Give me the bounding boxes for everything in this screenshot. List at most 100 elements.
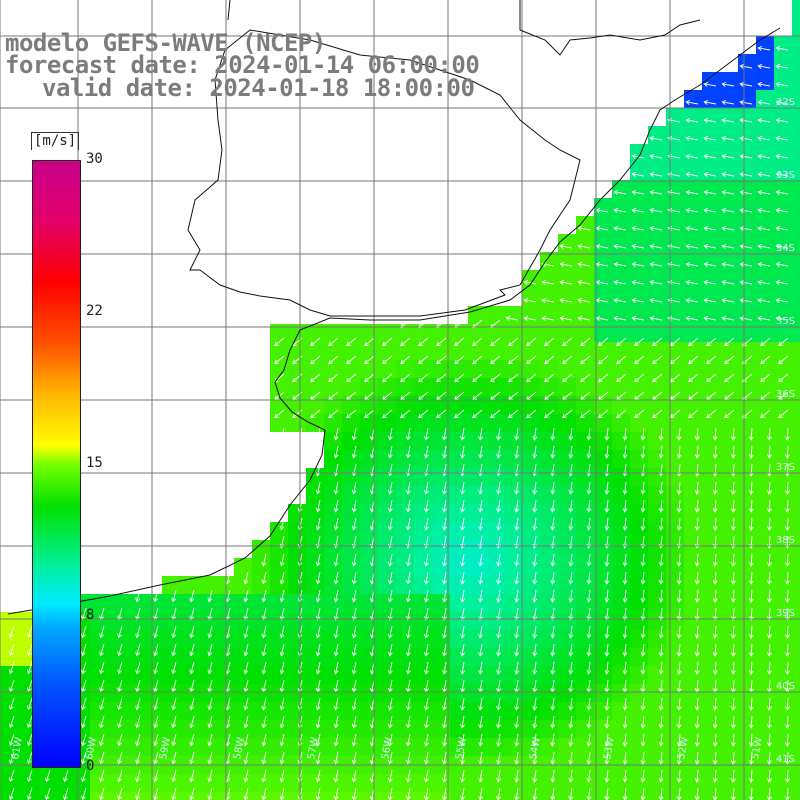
wind-arrow <box>153 751 159 765</box>
wind-cell <box>702 630 720 648</box>
wind-cell <box>702 270 720 288</box>
wind-cell <box>72 774 90 792</box>
wind-cell <box>486 540 504 558</box>
wind-cell <box>324 576 342 594</box>
wind-cell <box>612 774 630 792</box>
wind-cell <box>738 576 756 594</box>
wind-arrow <box>460 697 465 711</box>
wind-arrow <box>739 226 753 231</box>
wind-arrow <box>775 82 789 87</box>
wind-arrow <box>685 190 699 195</box>
wind-cell <box>252 666 270 684</box>
wind-cell <box>396 792 414 800</box>
wind-cell <box>630 450 648 468</box>
wind-arrow <box>694 553 700 567</box>
wind-cell <box>612 630 630 648</box>
wind-cell <box>738 612 756 630</box>
wind-cell <box>396 360 414 378</box>
wind-cell <box>720 792 738 800</box>
wind-cell <box>522 450 540 468</box>
wind-cell <box>468 738 486 756</box>
wind-arrow <box>586 517 592 531</box>
wind-cell <box>270 738 288 756</box>
wind-arrow <box>622 607 628 621</box>
wind-arrow <box>775 118 789 123</box>
wind-cell <box>522 378 540 396</box>
wind-cell <box>162 594 180 612</box>
wind-arrow <box>478 751 484 765</box>
wind-arrow <box>424 499 429 513</box>
wind-cell <box>792 486 800 504</box>
wind-cell <box>540 612 558 630</box>
wind-arrow <box>550 625 556 639</box>
wind-cell <box>558 252 576 270</box>
wind-cell <box>414 432 432 450</box>
wind-cell <box>450 360 468 378</box>
wind-cell <box>0 720 18 738</box>
wind-arrow <box>63 769 69 783</box>
wind-cell <box>774 198 792 216</box>
wind-cell <box>234 612 252 630</box>
wind-arrow <box>333 715 339 729</box>
wind-arrow <box>622 769 628 783</box>
wind-arrow <box>676 589 682 603</box>
wind-arrow <box>634 337 645 347</box>
wind-cell <box>378 648 396 666</box>
wind-arrow <box>712 427 718 441</box>
wind-cell <box>594 540 612 558</box>
wind-arrow <box>703 172 717 177</box>
wind-arrow <box>730 733 736 747</box>
wind-cell <box>684 468 702 486</box>
wind-arrow <box>532 481 538 495</box>
wind-cell <box>666 558 684 576</box>
wind-cell <box>756 594 774 612</box>
wind-cell <box>720 198 738 216</box>
wind-cell <box>486 684 504 702</box>
wind-cell <box>720 468 738 486</box>
wind-arrow <box>478 607 484 621</box>
wind-cell <box>702 558 720 576</box>
wind-cell <box>432 396 450 414</box>
wind-cell <box>738 162 756 180</box>
wind-cell <box>666 360 684 378</box>
wind-cell <box>324 540 342 558</box>
wind-cell <box>774 414 792 432</box>
wind-cell <box>522 648 540 666</box>
wind-cell <box>432 468 450 486</box>
wind-cell <box>648 486 666 504</box>
wind-arrow <box>351 553 357 567</box>
wind-arrow <box>514 643 520 657</box>
wind-cell <box>702 522 720 540</box>
wind-cell <box>720 180 738 198</box>
wind-cell <box>216 666 234 684</box>
colorbar-unit-label: [m/s] <box>34 133 77 149</box>
wind-arrow <box>532 445 538 459</box>
wind-arrow <box>676 553 682 567</box>
wind-arrow <box>670 373 681 383</box>
wind-cell <box>342 558 360 576</box>
wind-cell <box>486 558 504 576</box>
wind-arrow <box>261 625 267 639</box>
wind-cell <box>630 360 648 378</box>
wind-cell <box>450 324 468 342</box>
wind-arrow <box>442 499 447 513</box>
wind-cell <box>648 684 666 702</box>
wind-arrow <box>346 337 357 347</box>
wind-cell <box>162 792 180 800</box>
wind-arrow <box>748 589 754 603</box>
wind-cell <box>666 144 684 162</box>
wind-cell <box>720 162 738 180</box>
wind-arrow <box>640 571 646 585</box>
wind-cell <box>666 792 684 800</box>
wind-cell <box>468 306 486 324</box>
wind-cell <box>306 414 324 432</box>
wind-cell <box>612 306 630 324</box>
longitude-label: 60W <box>84 736 99 760</box>
wind-cell <box>126 612 144 630</box>
wind-cell <box>486 324 504 342</box>
wind-arrow <box>676 445 682 459</box>
wind-arrow <box>351 661 357 675</box>
wind-cell <box>576 450 594 468</box>
wind-cell <box>540 450 558 468</box>
wind-arrow <box>748 643 754 657</box>
